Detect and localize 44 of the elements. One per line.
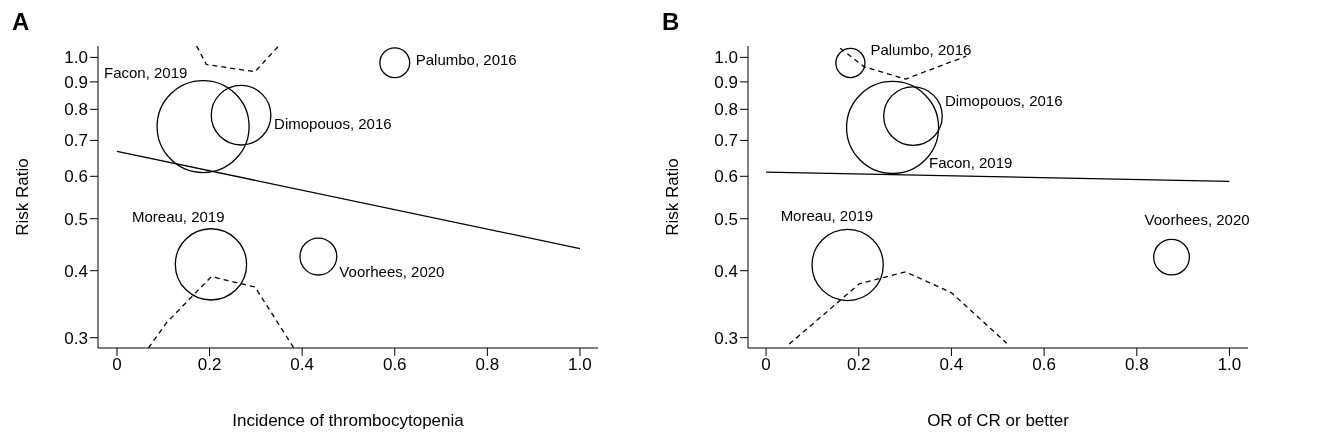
y-axis-title: Risk Ratio [13,158,33,236]
y-tick-label: 0.6 [714,167,738,187]
x-tick-label: 0.8 [1124,355,1149,375]
y-axis-title: Risk Ratio [663,158,683,236]
annotation: Palumbo, 2016 [870,40,972,58]
y-tick-label: 0.4 [64,261,88,281]
x-tick-label: 0 [112,355,122,375]
y-tick-label: 0.4 [714,261,738,281]
x-axis-title: Incidence of thrombocytopenia [232,411,465,430]
chart-title: B [661,8,681,37]
y-tick-label: 0.3 [64,328,88,348]
x-tick-label: 0.4 [290,355,314,375]
y-tick-label: 0.5 [714,209,738,229]
y-tick-label: 0.8 [714,100,738,120]
x-tick-label: 0.2 [846,355,871,375]
annotation: Dimopouos, 2016 [944,91,1063,109]
x-tick-label: 0.4 [939,355,964,375]
y-tick-label: 0.6 [64,167,88,187]
x-tick-label: 1.0 [1217,355,1242,375]
x-tick-label: 1.0 [568,355,592,375]
annotation: Dimopouos, 2016 [274,114,392,132]
annotation: Moreau, 2019 [131,207,225,225]
x-tick-label: 0.6 [382,355,407,375]
y-tick-label: 1.0 [64,48,88,68]
annotation: Facon, 2019 [929,154,1013,171]
annotation: Moreau, 2019 [780,207,874,225]
x-tick-label: 0.6 [1032,355,1056,375]
chart-title: A [11,8,31,37]
x-tick-label: 0 [761,355,771,375]
y-tick-label: 0.9 [64,72,88,92]
annotation: Voorhees, 2020 [339,263,445,281]
annotation: Facon, 2019 [104,64,188,81]
y-tick-label: 1.0 [714,48,738,68]
y-tick-label: 0.7 [64,131,88,151]
y-tick-label: 0.8 [64,100,88,120]
x-tick-label: 0.2 [197,355,222,375]
y-tick-label: 0.3 [714,328,738,348]
x-axis-title: OR of CR or better [927,411,1070,430]
y-tick-label: 0.9 [714,72,738,92]
annotation: Voorhees, 2020 [1144,210,1250,228]
y-tick-label: 0.5 [64,209,88,229]
annotation: Palumbo, 2016 [415,51,517,69]
y-tick-label: 0.7 [714,131,738,151]
x-tick-label: 0.8 [475,355,500,375]
